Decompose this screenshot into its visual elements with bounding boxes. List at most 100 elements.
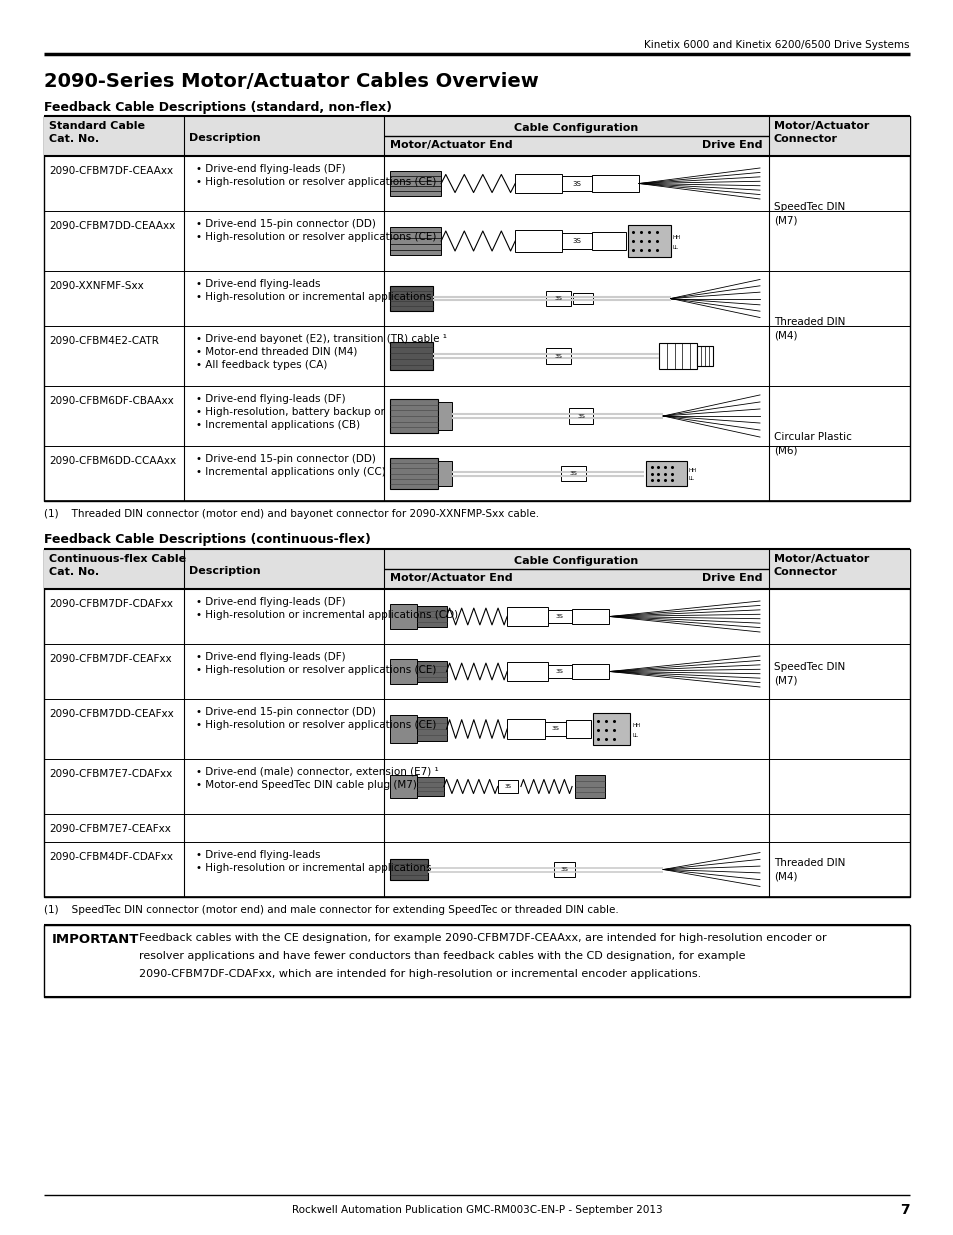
Text: 2090-CFBM7DF-CDAFxx, which are intended for high-resolution or incremental encod: 2090-CFBM7DF-CDAFxx, which are intended … xyxy=(139,969,700,979)
Text: 2090-CFBM7E7-CEAFxx: 2090-CFBM7E7-CEAFxx xyxy=(49,824,171,834)
Bar xyxy=(575,774,604,798)
Text: Continuous-flex Cable
Cat. No.: Continuous-flex Cable Cat. No. xyxy=(49,555,186,577)
Text: Feedback Cable Descriptions (continuous-flex): Feedback Cable Descriptions (continuous-… xyxy=(44,534,371,546)
Text: LL: LL xyxy=(688,477,694,482)
Text: 2090-CFBM7E7-CDAFxx: 2090-CFBM7E7-CDAFxx xyxy=(49,769,172,779)
Text: • Motor-end SpeedTec DIN cable plug (M7): • Motor-end SpeedTec DIN cable plug (M7) xyxy=(195,781,416,790)
Text: • Drive-end flying-leads (DF): • Drive-end flying-leads (DF) xyxy=(195,597,345,606)
Bar xyxy=(659,343,697,369)
Bar xyxy=(416,661,446,683)
Text: 2090-XXNFMF-Sxx: 2090-XXNFMF-Sxx xyxy=(49,282,144,291)
Bar xyxy=(566,720,590,737)
Text: 3S: 3S xyxy=(556,614,563,619)
Text: Circular Plastic
(M6): Circular Plastic (M6) xyxy=(773,432,851,456)
Text: • Motor-end threaded DIN (M4): • Motor-end threaded DIN (M4) xyxy=(195,347,357,357)
Bar xyxy=(592,232,625,251)
Bar xyxy=(568,408,593,425)
Bar xyxy=(697,346,713,367)
Text: 2090-CFBM7DF-CEAFxx: 2090-CFBM7DF-CEAFxx xyxy=(49,655,172,664)
Text: resolver applications and have fewer conductors than feedback cables with the CD: resolver applications and have fewer con… xyxy=(139,951,744,961)
Text: 3S: 3S xyxy=(551,726,559,731)
Text: 3S: 3S xyxy=(554,296,562,301)
Bar xyxy=(571,609,609,624)
Bar xyxy=(390,227,440,256)
Bar xyxy=(507,608,547,626)
Text: • Drive-end flying-leads (DF): • Drive-end flying-leads (DF) xyxy=(195,164,345,174)
Bar xyxy=(390,342,433,370)
Bar xyxy=(390,774,416,798)
Bar xyxy=(515,174,561,193)
Text: Description: Description xyxy=(189,566,260,576)
Text: • High-resolution or incremental applications (CD): • High-resolution or incremental applica… xyxy=(195,610,457,620)
Bar xyxy=(507,719,544,739)
Text: HH: HH xyxy=(632,724,639,729)
Text: LL: LL xyxy=(672,245,678,249)
Text: Kinetix 6000 and Kinetix 6200/6500 Drive Systems: Kinetix 6000 and Kinetix 6200/6500 Drive… xyxy=(644,40,909,49)
Text: 3S: 3S xyxy=(504,784,511,789)
Bar xyxy=(515,230,561,252)
Text: • High-resolution or resolver applications (CE): • High-resolution or resolver applicatio… xyxy=(195,664,436,676)
Bar xyxy=(390,285,433,311)
Bar xyxy=(44,550,909,897)
Text: 3S: 3S xyxy=(560,867,568,872)
Text: • High-resolution or incremental applications: • High-resolution or incremental applica… xyxy=(195,863,431,873)
Bar xyxy=(592,714,630,745)
Bar xyxy=(547,610,571,622)
Text: 2090-CFBM4DF-CDAFxx: 2090-CFBM4DF-CDAFxx xyxy=(49,852,172,862)
Bar xyxy=(390,399,438,433)
Text: 2090-CFBM7DF-CEAAxx: 2090-CFBM7DF-CEAAxx xyxy=(49,165,172,177)
Text: • High-resolution or resolver applications (CE): • High-resolution or resolver applicatio… xyxy=(195,720,436,730)
Bar xyxy=(547,664,571,678)
Text: • Drive-end (male) connector, extension (E7) ¹: • Drive-end (male) connector, extension … xyxy=(195,767,438,777)
Text: 2090-CFBM6DF-CBAAxx: 2090-CFBM6DF-CBAAxx xyxy=(49,396,173,406)
Text: • Drive-end 15-pin connector (DD): • Drive-end 15-pin connector (DD) xyxy=(195,219,375,228)
Text: Motor/Actuator End: Motor/Actuator End xyxy=(390,140,512,149)
Text: • Drive-end flying-leads: • Drive-end flying-leads xyxy=(195,850,320,860)
Text: • High-resolution, battery backup or: • High-resolution, battery backup or xyxy=(195,408,384,417)
Text: 2090-CFBM7DD-CEAFxx: 2090-CFBM7DD-CEAFxx xyxy=(49,709,173,719)
Text: 3S: 3S xyxy=(577,414,584,419)
Text: Threaded DIN
(M4): Threaded DIN (M4) xyxy=(773,317,844,340)
Text: 2090-CFBM7DF-CDAFxx: 2090-CFBM7DF-CDAFxx xyxy=(49,599,172,609)
Bar xyxy=(44,116,909,501)
Text: • Incremental applications only (CC): • Incremental applications only (CC) xyxy=(195,467,385,477)
Text: Motor/Actuator End: Motor/Actuator End xyxy=(390,573,512,583)
Text: (1)    SpeedTec DIN connector (motor end) and male connector for extending Speed: (1) SpeedTec DIN connector (motor end) a… xyxy=(44,905,618,915)
Text: IMPORTANT: IMPORTANT xyxy=(52,932,139,946)
Text: 3S: 3S xyxy=(554,353,562,358)
Text: Motor/Actuator
Connector: Motor/Actuator Connector xyxy=(773,121,868,144)
Bar xyxy=(554,862,575,877)
Text: • Drive-end bayonet (E2), transition (TR) cable ¹: • Drive-end bayonet (E2), transition (TR… xyxy=(195,333,447,345)
Bar xyxy=(592,175,639,191)
Text: 2090-CFBM4E2-CATR: 2090-CFBM4E2-CATR xyxy=(49,336,159,346)
Text: Drive End: Drive End xyxy=(701,573,762,583)
Bar xyxy=(546,348,570,364)
Bar xyxy=(507,662,547,680)
Bar xyxy=(44,116,909,156)
Text: Feedback Cable Descriptions (standard, non-flex): Feedback Cable Descriptions (standard, n… xyxy=(44,101,392,114)
Bar xyxy=(390,604,416,630)
Text: Cable Configuration: Cable Configuration xyxy=(514,124,638,133)
Text: 3S: 3S xyxy=(556,669,563,674)
Text: Threaded DIN
(M4): Threaded DIN (M4) xyxy=(773,858,844,881)
Text: 3S: 3S xyxy=(572,180,581,186)
Bar xyxy=(416,716,446,741)
Bar xyxy=(497,781,517,793)
Text: Cable Configuration: Cable Configuration xyxy=(514,556,638,566)
Text: • All feedback types (CA): • All feedback types (CA) xyxy=(195,359,327,370)
Text: 2090-CFBM6DD-CCAAxx: 2090-CFBM6DD-CCAAxx xyxy=(49,456,176,466)
Text: • High-resolution or resolver applications (CE): • High-resolution or resolver applicatio… xyxy=(195,177,436,186)
Bar xyxy=(561,233,592,249)
Bar xyxy=(416,777,443,797)
Bar xyxy=(560,466,585,482)
Text: Standard Cable
Cat. No.: Standard Cable Cat. No. xyxy=(49,121,145,144)
Bar xyxy=(416,605,446,627)
Text: • Drive-end 15-pin connector (DD): • Drive-end 15-pin connector (DD) xyxy=(195,454,375,464)
Text: SpeedTec DIN
(M7): SpeedTec DIN (M7) xyxy=(773,201,844,225)
Text: Feedback cables with the CE designation, for example 2090-CFBM7DF-CEAAxx, are in: Feedback cables with the CE designation,… xyxy=(139,932,825,944)
Bar xyxy=(438,403,452,430)
Text: Drive End: Drive End xyxy=(701,140,762,149)
Text: • Drive-end flying-leads: • Drive-end flying-leads xyxy=(195,279,320,289)
Text: • Drive-end flying-leads (DF): • Drive-end flying-leads (DF) xyxy=(195,394,345,404)
Bar xyxy=(390,858,427,881)
